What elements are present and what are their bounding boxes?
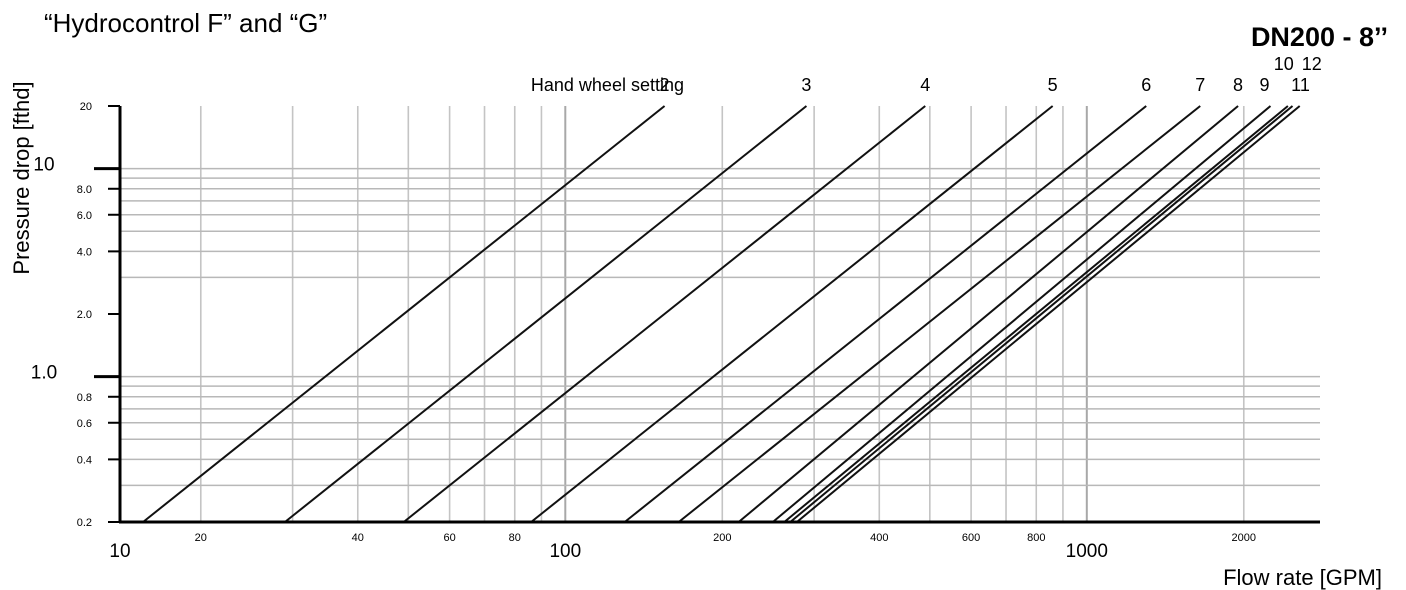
grid-layer	[120, 106, 1320, 522]
series-label-3: 3	[801, 75, 811, 95]
x-axis-title: Flow rate [GPM]	[1223, 565, 1382, 590]
series-line-7	[678, 105, 1201, 523]
series-line-9	[772, 105, 1272, 523]
series-label-5: 5	[1048, 75, 1058, 95]
x-tick-label-major: 1000	[1066, 541, 1108, 562]
y-tick-label: 1.0	[31, 363, 57, 384]
x-tick-label: 400	[870, 532, 888, 544]
series-label-4: 4	[920, 75, 930, 95]
y-tick-label: 6.0	[77, 210, 92, 222]
y-tick-label: 0.4	[77, 454, 92, 466]
series-line-10	[783, 105, 1289, 523]
y-axis-title: Pressure drop [fthd]	[9, 81, 34, 274]
series-label-6: 6	[1141, 75, 1151, 95]
label-layer: 20 10 8.0 6.0 4.0 2.0 1.0 0.8 0.6 0.4 0.2 20 40 60 80 2…	[9, 54, 1382, 590]
series-line-8	[738, 105, 1239, 523]
series-line-12	[796, 105, 1301, 523]
series-line-6	[624, 105, 1147, 523]
x-tick-label: 2000	[1232, 532, 1256, 544]
x-tick-label: 600	[962, 532, 980, 544]
y-tick-label: 8.0	[77, 184, 92, 196]
x-tick-label-major: 10	[109, 541, 130, 562]
series-layer	[142, 105, 1301, 523]
series-line-5	[530, 105, 1054, 523]
y-tick-label: 4.0	[77, 246, 92, 258]
model-size-label: DN200 - 8’’	[1250, 22, 1388, 52]
series-label-12: 12	[1302, 54, 1322, 74]
hand-wheel-setting-title: Hand wheel setting	[531, 75, 684, 95]
series-label-10: 10	[1274, 54, 1294, 74]
y-tick-label: 0.8	[77, 392, 92, 404]
axes-layer	[94, 105, 1320, 524]
series-label-8: 8	[1233, 75, 1243, 95]
x-tick-label-major: 100	[549, 541, 581, 562]
y-tick-label: 10	[33, 155, 54, 176]
series-line-11	[789, 105, 1294, 523]
series-label-9: 9	[1259, 75, 1269, 95]
y-tick-label: 0.2	[77, 517, 92, 529]
y-tick-label: 2.0	[77, 309, 92, 321]
series-label-7: 7	[1195, 75, 1205, 95]
series-label-2: 2	[660, 75, 670, 95]
series-line-3	[284, 105, 808, 523]
x-tick-label: 200	[713, 532, 731, 544]
x-tick-label: 40	[352, 532, 364, 544]
x-tick-label: 60	[443, 532, 455, 544]
y-tick-label: 0.6	[77, 418, 92, 430]
y-tick-label: 20	[80, 101, 92, 113]
x-tick-label: 800	[1027, 532, 1045, 544]
series-line-4	[403, 105, 926, 523]
series-line-2	[142, 105, 666, 523]
series-label-11: 11	[1291, 75, 1310, 95]
x-tick-label: 20	[195, 532, 207, 544]
chart-title: “Hydrocontrol F” and “G”	[44, 8, 328, 38]
x-tick-label: 80	[509, 532, 521, 544]
